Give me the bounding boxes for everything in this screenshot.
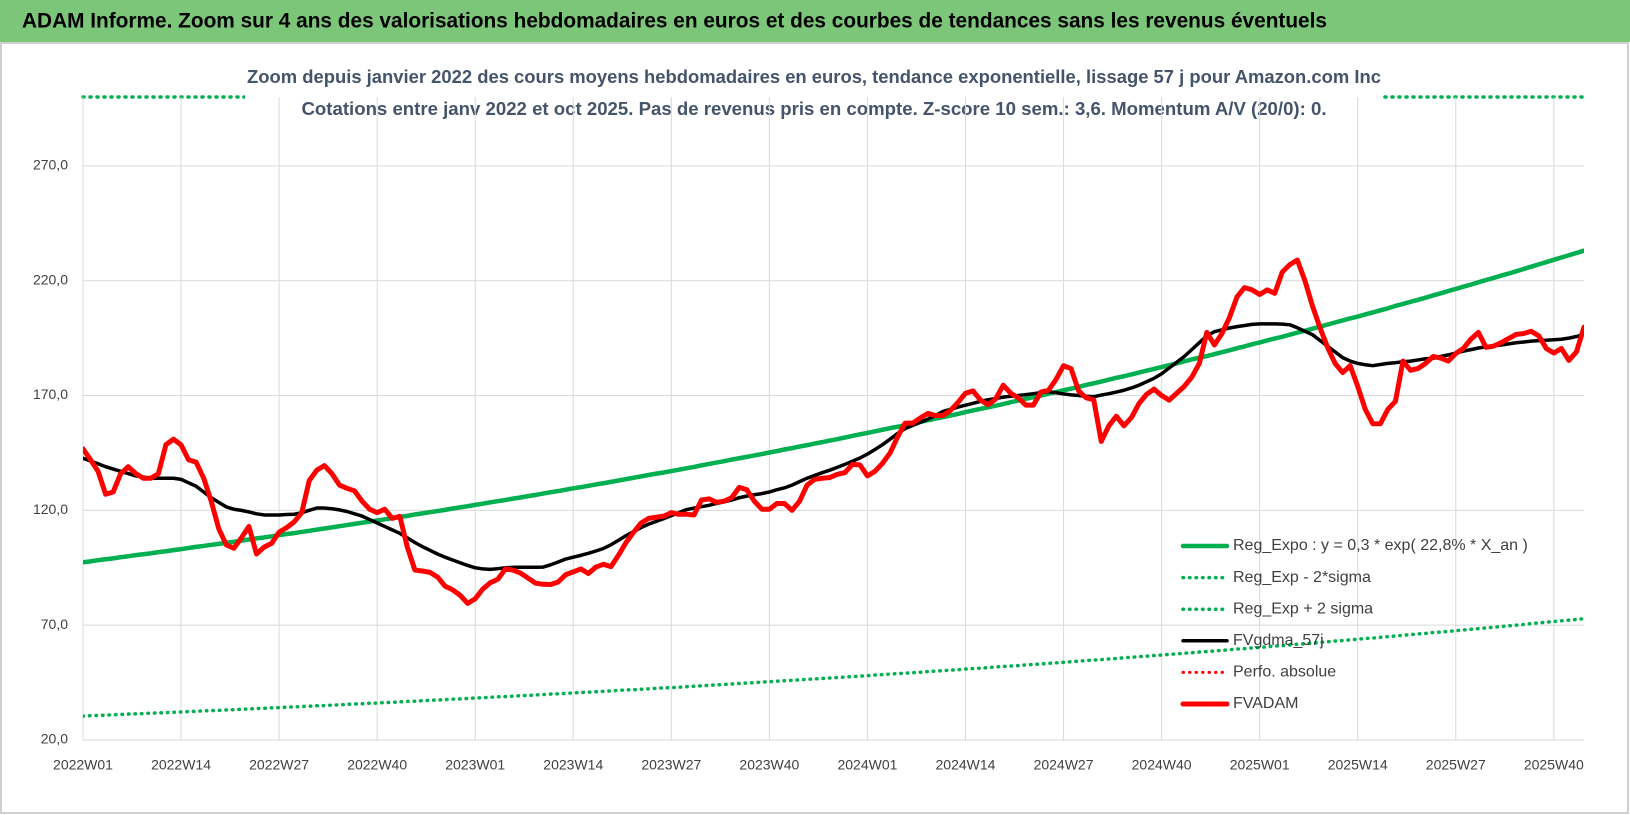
y-tick-label: 120,0 bbox=[33, 501, 68, 517]
legend-label: Reg_Exp - 2*sigma bbox=[1233, 569, 1371, 586]
legend: Reg_Expo : y = 0,3 * exp( 22,8% * X_an )… bbox=[1180, 537, 1528, 712]
legend-label: Reg_Exp + 2 sigma bbox=[1233, 600, 1373, 617]
x-tick-label: 2024W01 bbox=[837, 757, 897, 773]
series-line bbox=[83, 257, 1584, 606]
x-tick-label: 2025W01 bbox=[1230, 757, 1290, 773]
chart-frame bbox=[0, 42, 1629, 814]
legend-label: Perfo. absolue bbox=[1233, 664, 1336, 681]
legend-label: Reg_Expo : y = 0,3 * exp( 22,8% * X_an ) bbox=[1233, 537, 1528, 554]
y-tick-label: 20,0 bbox=[41, 731, 68, 747]
x-tick-label: 2023W01 bbox=[445, 757, 505, 773]
legend-label: FVADAM bbox=[1233, 695, 1298, 712]
x-tick-label: 2023W14 bbox=[543, 757, 603, 773]
x-tick-label: 2025W27 bbox=[1426, 757, 1486, 773]
y-tick-label: 70,0 bbox=[41, 616, 68, 632]
x-tick-label: 2024W14 bbox=[936, 757, 996, 773]
x-tick-label: 2023W40 bbox=[739, 757, 799, 773]
x-tick-label: 2022W01 bbox=[53, 757, 113, 773]
header-title: ADAM Informe. Zoom sur 4 ans des valoris… bbox=[22, 10, 1327, 33]
x-tick-label: 2022W14 bbox=[151, 757, 211, 773]
x-tick-label: 2025W40 bbox=[1524, 757, 1584, 773]
y-tick-label: 170,0 bbox=[33, 386, 68, 402]
header-bar bbox=[0, 0, 1630, 42]
x-tick-label: 2022W27 bbox=[249, 757, 309, 773]
x-tick-label: 2023W27 bbox=[641, 757, 701, 773]
chart-title: Zoom depuis janvier 2022 des cours moyen… bbox=[247, 67, 1381, 87]
chart-subtitle: Cotations entre janv 2022 et oct 2025. P… bbox=[302, 99, 1327, 119]
x-tick-label: 2025W14 bbox=[1328, 757, 1388, 773]
series-line bbox=[83, 617, 1584, 718]
title-box bbox=[245, 60, 1383, 126]
series-line bbox=[83, 322, 1584, 572]
x-tick-label: 2024W27 bbox=[1034, 757, 1094, 773]
plot-lines bbox=[83, 248, 1584, 718]
legend-label: FVgdma_57j bbox=[1233, 632, 1324, 649]
y-tick-label: 270,0 bbox=[33, 157, 68, 173]
series-line bbox=[83, 248, 1584, 565]
y-tick-label: 220,0 bbox=[33, 271, 68, 287]
x-tick-label: 2024W40 bbox=[1132, 757, 1192, 773]
grid: 20,0 70,0 120,0 170,0 220,0 270,0 2022W01 2022W… bbox=[33, 97, 1584, 773]
x-tick-label: 2022W40 bbox=[347, 757, 407, 773]
